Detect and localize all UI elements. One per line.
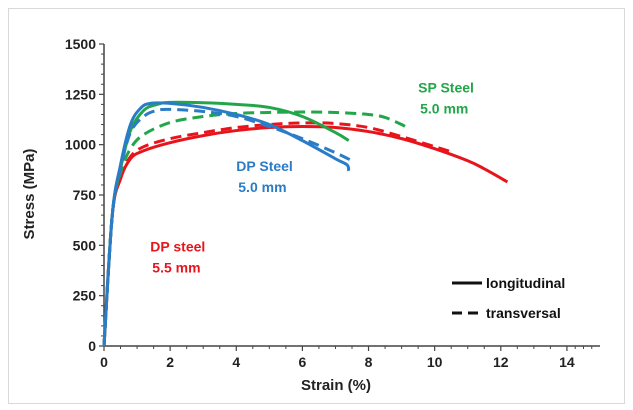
y-axis-title: Stress (MPa)	[21, 149, 38, 240]
annotations: SP Steel 5.0 mm DP Steel 5.0 mm DP steel 5.5 …	[150, 79, 474, 275]
chart-frame	[8, 8, 625, 404]
annotation-line: DP Steel	[236, 158, 293, 174]
y-tick-label: 0	[88, 338, 96, 354]
y-tick-label: 250	[73, 288, 97, 304]
series-line-dp-steel-5-5-mm-transversal	[102, 121, 455, 347]
annotation-line: 5.5 mm	[152, 259, 200, 275]
y-tick-label: 1000	[65, 137, 96, 153]
series-line-dp-steel-5-5-mm-longitudinal	[102, 125, 509, 347]
series-line-dp-steel-5-0-mm-transversal	[102, 107, 353, 347]
series-layer	[102, 100, 509, 347]
x-tick-label: 8	[365, 354, 373, 370]
x-tick-label: 12	[493, 354, 509, 370]
x-tick-label: 10	[427, 354, 443, 370]
y-tick-label: 750	[73, 187, 97, 203]
x-tick-label: 4	[232, 354, 240, 370]
series-annotation: DP steel 5.5 mm	[150, 238, 205, 275]
series-annotation: DP Steel 5.0 mm	[236, 158, 293, 195]
annotation-line: DP steel	[150, 238, 205, 254]
legend: longitudinal transversal	[452, 275, 565, 321]
annotation-line: SP Steel	[418, 79, 474, 95]
x-axis-title: Strain (%)	[301, 377, 371, 394]
legend-label-transversal: transversal	[486, 305, 561, 321]
series-annotation: SP Steel 5.0 mm	[418, 79, 474, 116]
series-line-dp-steel-5-0-mm-longitudinal	[102, 101, 351, 347]
x-tick-label: 2	[166, 354, 174, 370]
x-tick-label: 14	[559, 354, 575, 370]
series-line-sp-steel-5-0-mm-longitudinal	[102, 100, 350, 347]
legend-label-longitudinal: longitudinal	[486, 275, 565, 291]
annotation-line: 5.0 mm	[238, 179, 286, 195]
y-tick-label: 500	[73, 237, 97, 253]
x-tick-label: 0	[100, 354, 108, 370]
axes: 0 250 500 750 1000 1250 1500 0 2 4 6 8 10 12 14	[65, 36, 600, 370]
x-tick-label: 6	[299, 354, 307, 370]
y-tick-label: 1500	[65, 36, 96, 52]
y-tick-label: 1250	[65, 86, 96, 102]
annotation-line: 5.0 mm	[420, 100, 468, 116]
